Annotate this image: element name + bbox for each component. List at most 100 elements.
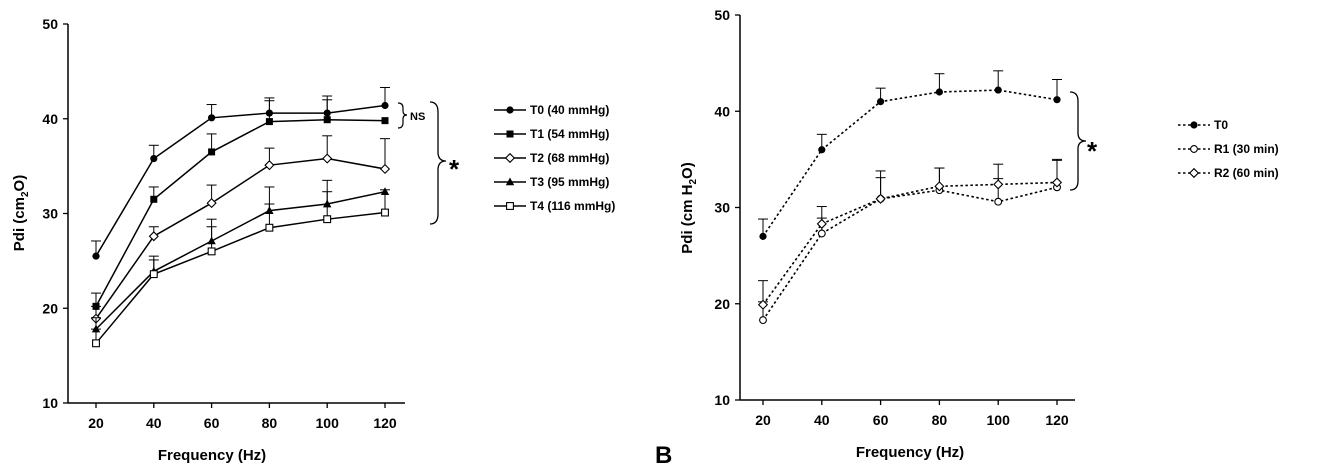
y-tick-label: 20 bbox=[42, 300, 58, 316]
legend-label: T1 (54 mmHg) bbox=[530, 127, 609, 141]
data-point bbox=[877, 98, 885, 106]
ns-label: NS bbox=[410, 111, 425, 123]
data-point bbox=[994, 86, 1002, 94]
legend-item: T1 (54 mmHg) bbox=[494, 127, 609, 141]
series-line bbox=[95, 118, 386, 307]
data-point bbox=[322, 153, 333, 164]
x-tick-label: 120 bbox=[373, 415, 397, 431]
legend-marker bbox=[506, 130, 514, 138]
x-tick-label: 60 bbox=[204, 415, 220, 431]
x-tick-label: 40 bbox=[146, 415, 162, 431]
legend-label: T3 (95 mmHg) bbox=[530, 175, 609, 189]
legend-marker bbox=[1190, 145, 1198, 153]
series-line bbox=[95, 104, 386, 257]
x-tick-label: 100 bbox=[987, 412, 1011, 428]
legend: T0 (40 mmHg) T1 (54 mmHg) T2 (68 mmHg) T3 (… bbox=[494, 103, 615, 213]
y-axis-title: Pdi (cm2O) bbox=[11, 175, 31, 251]
data-point bbox=[759, 316, 767, 325]
y-tick-label: 30 bbox=[714, 200, 730, 216]
x-axis-title: Frequency (Hz) bbox=[158, 447, 266, 464]
data-point bbox=[150, 195, 158, 203]
data-point bbox=[757, 299, 769, 310]
data-point bbox=[207, 247, 216, 256]
data-point bbox=[381, 101, 389, 110]
data-point bbox=[994, 197, 1003, 206]
y-tick-label: 40 bbox=[714, 103, 730, 119]
chart-panel-a: 10 20 30 40 50 20 40 60 80 100 120 Frequency (Hz)… bbox=[11, 16, 615, 464]
data-point bbox=[91, 324, 101, 333]
data-point bbox=[265, 223, 274, 232]
legend-marker bbox=[1190, 121, 1198, 129]
series-line bbox=[762, 186, 1058, 321]
data-point bbox=[993, 179, 1004, 190]
data-point bbox=[935, 88, 944, 96]
y-tick-label: 30 bbox=[42, 206, 58, 222]
data-point bbox=[381, 208, 389, 217]
significance-bracket bbox=[429, 101, 447, 225]
plot-area bbox=[757, 70, 1063, 325]
series-line bbox=[95, 157, 386, 320]
y-tick-label: 40 bbox=[42, 111, 58, 127]
series-2 bbox=[758, 159, 1062, 325]
legend-label: T4 (116 mmHg) bbox=[530, 199, 615, 213]
chart-panel-b: 10 20 30 40 50 20 40 60 80 100 120 Frequency (Hz)… bbox=[655, 7, 1279, 465]
data-point bbox=[264, 160, 275, 171]
legend-label: T2 (68 mmHg) bbox=[530, 151, 609, 165]
data-point bbox=[323, 215, 332, 224]
x-tick-label: 20 bbox=[755, 412, 771, 428]
legend-item: T4 (116 mmHg) bbox=[494, 199, 615, 213]
series-2 bbox=[91, 99, 389, 310]
data-point bbox=[1051, 177, 1063, 188]
data-point bbox=[816, 218, 827, 229]
x-tick-label: 20 bbox=[88, 415, 104, 431]
data-point bbox=[875, 193, 886, 204]
data-point bbox=[208, 148, 216, 156]
y-tick-label: 50 bbox=[714, 7, 730, 23]
data-point bbox=[208, 114, 216, 122]
data-point bbox=[150, 154, 158, 163]
y-tick-label: 10 bbox=[714, 392, 730, 408]
x-tick-marks: 20 40 60 80 100 120 bbox=[88, 403, 397, 431]
legend-label: T0 bbox=[1214, 118, 1228, 132]
series-3 bbox=[90, 135, 391, 324]
legend-marker bbox=[505, 177, 515, 186]
series-4 bbox=[91, 179, 390, 333]
series-line bbox=[762, 181, 1058, 306]
data-point bbox=[265, 118, 273, 126]
data-point bbox=[149, 270, 158, 279]
legend-item: T0 bbox=[1178, 118, 1228, 132]
data-point bbox=[759, 232, 767, 240]
legend: T0 R1 (30 min) R2 (60 min) bbox=[1178, 118, 1279, 180]
legend-marker bbox=[506, 106, 514, 114]
y-tick-label: 10 bbox=[42, 395, 58, 411]
data-point bbox=[818, 146, 826, 154]
series-1 bbox=[758, 70, 1062, 240]
ns-bracket bbox=[397, 102, 408, 129]
series-line bbox=[95, 190, 386, 330]
plot-area bbox=[90, 86, 391, 348]
data-point bbox=[92, 252, 100, 260]
data-point bbox=[817, 229, 826, 238]
legend-marker bbox=[506, 202, 514, 210]
data-point bbox=[323, 116, 331, 124]
x-tick-label: 100 bbox=[316, 415, 340, 431]
x-tick-label: 80 bbox=[262, 415, 278, 431]
significance-star: * bbox=[1087, 136, 1098, 166]
series-1 bbox=[91, 86, 390, 260]
legend-item: R2 (60 min) bbox=[1178, 166, 1279, 180]
x-tick-label: 40 bbox=[814, 412, 830, 428]
legend-marker bbox=[504, 152, 516, 164]
y-tick-marks: 10 20 30 40 50 bbox=[42, 16, 68, 411]
series-5 bbox=[91, 189, 390, 348]
y-tick-label: 50 bbox=[42, 16, 58, 32]
data-point bbox=[1053, 96, 1061, 104]
legend-item: T3 (95 mmHg) bbox=[494, 175, 609, 189]
legend-item: R1 (30 min) bbox=[1178, 142, 1279, 156]
legend-label: R2 (60 min) bbox=[1214, 166, 1279, 180]
significance-star: * bbox=[449, 154, 460, 184]
data-point bbox=[381, 117, 389, 125]
x-tick-label: 80 bbox=[932, 412, 948, 428]
x-tick-label: 60 bbox=[873, 412, 889, 428]
x-axis-title: Frequency (Hz) bbox=[856, 444, 964, 461]
